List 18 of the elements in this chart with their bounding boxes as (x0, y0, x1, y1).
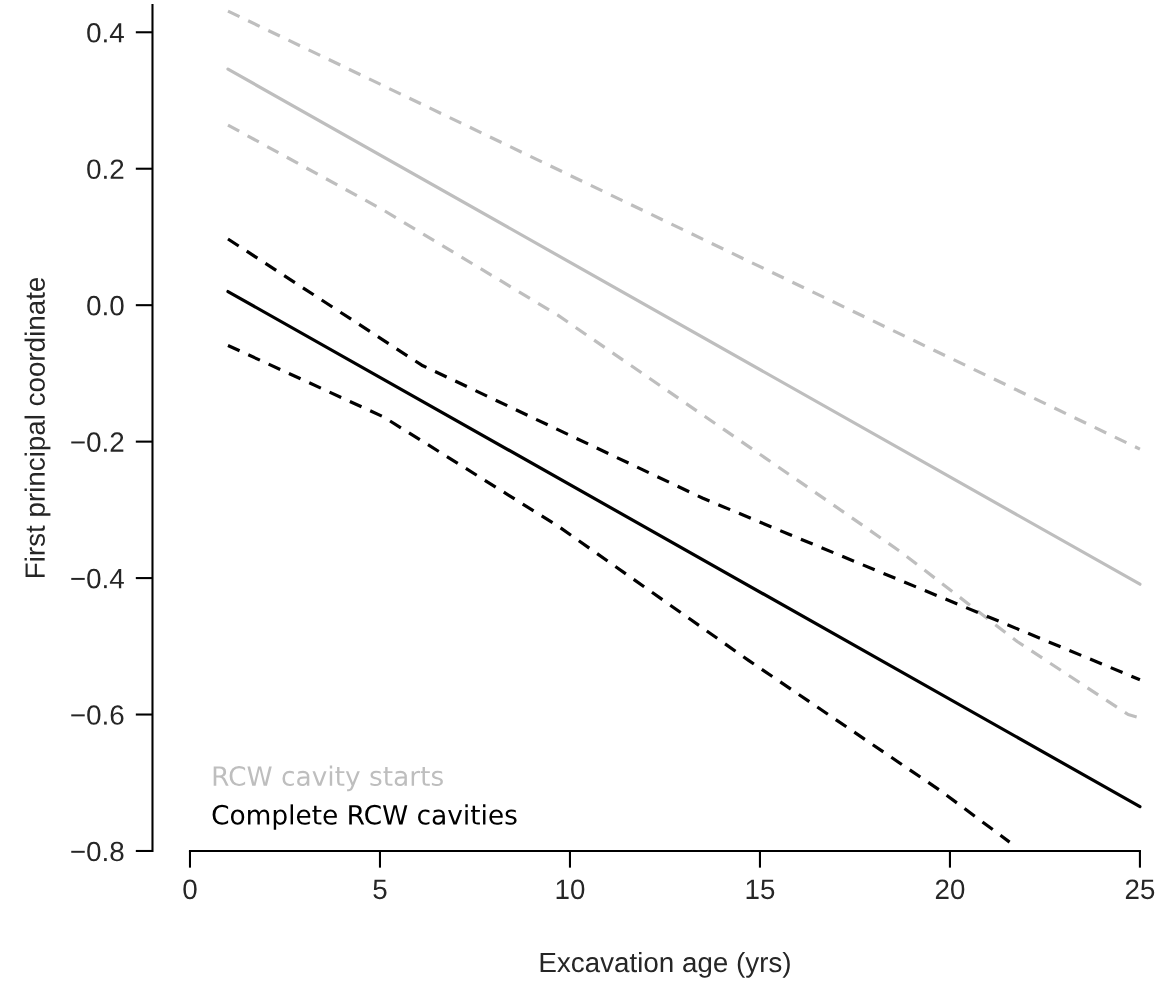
line-series (226, 237, 1142, 682)
x-axis-title: Excavation age (yrs) (540, 951, 790, 978)
y-tick-label: −0.4 (71, 568, 124, 589)
x-tick-label: 20 (935, 879, 965, 900)
x-tick-label: 5 (373, 879, 387, 900)
y-tick-label: 0.4 (87, 22, 124, 43)
text: Complete RCW cavities (212, 804, 517, 830)
y-tick-label: −0.2 (71, 432, 124, 452)
x-tick-label: 25 (1125, 879, 1155, 900)
y-tick-label: −0.6 (71, 705, 124, 725)
y-tick-label: 0.2 (87, 159, 124, 180)
text: RCW cavity starts (213, 765, 443, 792)
y-tick-label: −0.8 (71, 841, 124, 862)
x-tick-label: 15 (746, 879, 775, 900)
y-axis-title: First principal coordinate (24, 277, 51, 577)
x-tick-label: 10 (556, 879, 585, 900)
y-tick-label: 0.0 (87, 295, 124, 316)
x-tick-label: 0 (183, 879, 197, 900)
